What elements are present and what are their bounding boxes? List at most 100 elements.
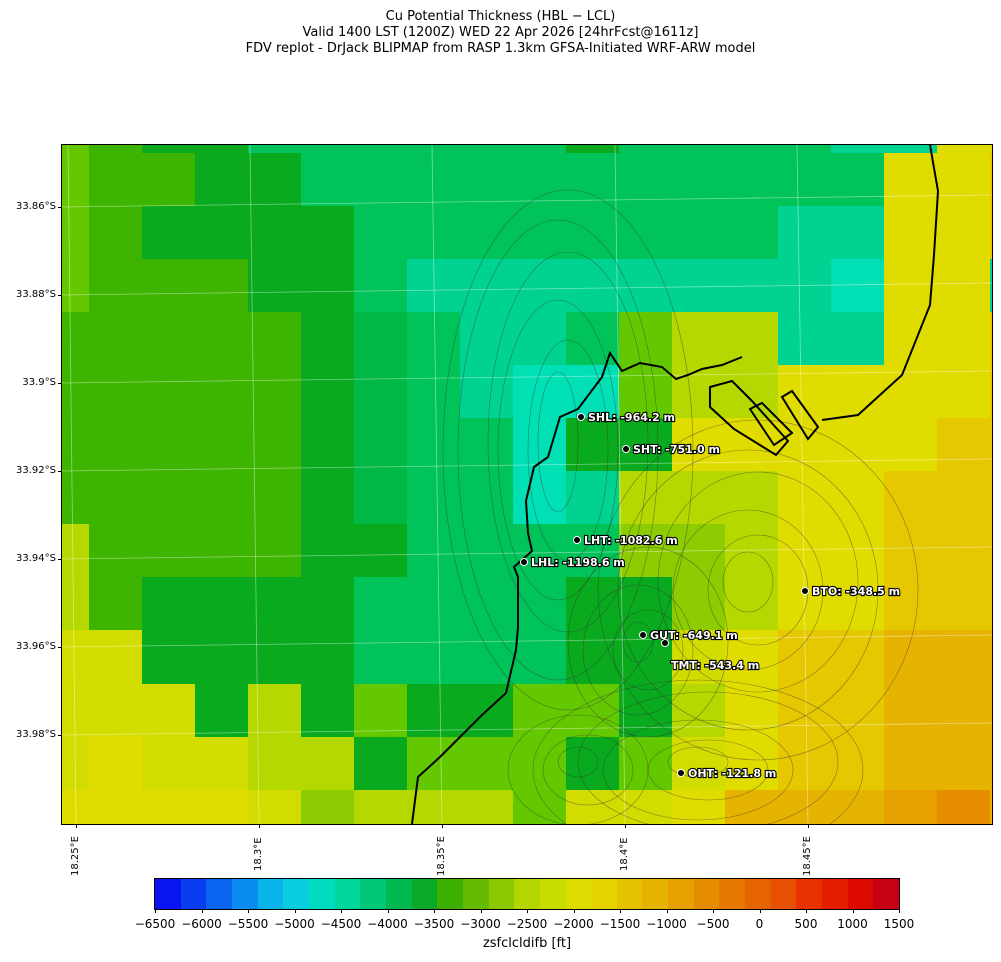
colorbar-swatch: [385, 879, 412, 909]
lat-tick: [58, 735, 62, 736]
grid-cell: [937, 577, 991, 632]
station-marker[interactable]: [677, 769, 685, 777]
grid-cell: [89, 684, 143, 739]
coastline-segment: [748, 401, 794, 447]
grid-cell: [301, 790, 355, 824]
grid-cell: [884, 737, 938, 792]
grid-cell: [672, 312, 726, 367]
grid-cell: [354, 577, 408, 632]
grid-cell: [407, 259, 461, 314]
grid-cell: [884, 524, 938, 579]
grid-cell: [619, 471, 673, 526]
grid-cell: [248, 206, 302, 261]
grid-cell: [62, 471, 90, 526]
grid-cell: [884, 153, 938, 208]
grid-cell: [513, 259, 567, 314]
grid-cell: [619, 418, 673, 473]
grid-cell: [831, 365, 885, 420]
grid-cell: [407, 365, 461, 420]
station-label: GUT: -649.1 m: [650, 629, 738, 642]
grid-cell: [142, 630, 196, 685]
grid-cell: [778, 153, 832, 208]
colorbar-tick-label: 1000: [837, 917, 868, 931]
map-panel[interactable]: SHL: -964.2 m SHT: -751.0 m LHT: -1082.6 m…: [61, 144, 993, 825]
station-label: SHT: -751.0 m: [633, 443, 720, 456]
grid-cell: [725, 471, 779, 526]
grid-cell: [672, 790, 726, 824]
grid-cell: [301, 418, 355, 473]
grid-cell: [407, 471, 461, 526]
station-marker[interactable]: [577, 413, 585, 421]
grid-cell: [89, 259, 143, 314]
grid-cell: [195, 471, 249, 526]
station-marker[interactable]: [639, 631, 647, 639]
grid-cell: [301, 206, 355, 261]
grid-cell: [407, 153, 461, 208]
grid-cell: [248, 684, 302, 739]
station-marker[interactable]: [801, 587, 809, 595]
grid-cell: [513, 312, 567, 367]
colorbar-swatch: [180, 879, 207, 909]
grid-cell: [566, 737, 620, 792]
grid-cell: [142, 145, 196, 155]
stations: SHL: -964.2 m SHT: -751.0 m LHT: -1082.6 m…: [520, 410, 901, 781]
grid-cell: [990, 153, 992, 208]
grid-cell: [195, 259, 249, 314]
grid-cell: [725, 684, 779, 739]
grid-cell: [513, 524, 567, 579]
grid-cell: [407, 577, 461, 632]
grid-cell: [566, 684, 620, 739]
grid-cell: [195, 630, 249, 685]
colorbar-swatch: [796, 879, 823, 909]
grid-cell: [831, 206, 885, 261]
grid-cell: [990, 312, 992, 367]
grid-cell: [831, 418, 885, 473]
terrain-contour: [527, 339, 609, 561]
grid-cell: [301, 684, 355, 739]
grid-cell: [990, 737, 992, 792]
grid-cell: [460, 737, 514, 792]
grid-cell: [990, 684, 992, 739]
grid-cell: [937, 524, 991, 579]
grid-cell: [513, 790, 567, 824]
grid-cell: [142, 312, 196, 367]
colorbar-swatch: [155, 879, 181, 909]
grid-cell: [195, 153, 249, 208]
grid-cell: [460, 790, 514, 824]
station-marker[interactable]: [622, 445, 630, 453]
lon-label-2: 18.35°E: [436, 836, 447, 876]
meridian: [249, 145, 260, 824]
station-marker[interactable]: [573, 536, 581, 544]
grid-cell: [142, 684, 196, 739]
terrain-contour: [487, 251, 649, 633]
colorbar-tick: [620, 909, 621, 913]
grid-cell: [142, 206, 196, 261]
grid-cell: [354, 259, 408, 314]
grid-cell: [725, 737, 779, 792]
terrain-contour: [497, 299, 619, 601]
grid-cell: [672, 259, 726, 314]
grid-cell: [725, 630, 779, 685]
grid-cell: [460, 524, 514, 579]
grid-cell: [62, 418, 90, 473]
grid-cell: [672, 630, 726, 685]
grid-cell: [672, 524, 726, 579]
meridian: [67, 145, 77, 824]
grid-cell: [89, 145, 143, 155]
colorbar-swatch: [514, 879, 540, 909]
grid-cell: [248, 259, 302, 314]
grid-cell: [301, 365, 355, 420]
colorbar-tick: [387, 909, 389, 913]
station-marker[interactable]: [520, 558, 528, 566]
colorbar-swatch: [539, 879, 566, 909]
grid-cell: [619, 790, 673, 824]
grid-cell: [354, 153, 408, 208]
terrain-contour: [622, 621, 654, 663]
grid-cell: [990, 145, 992, 155]
grid-cell: [89, 418, 143, 473]
station-marker[interactable]: [661, 639, 669, 647]
colorbar-tick-label: −1000: [646, 917, 687, 931]
colorbar-tick-label: −5000: [274, 917, 315, 931]
thickness-grid: [62, 145, 992, 824]
grid-cell: [195, 145, 249, 155]
